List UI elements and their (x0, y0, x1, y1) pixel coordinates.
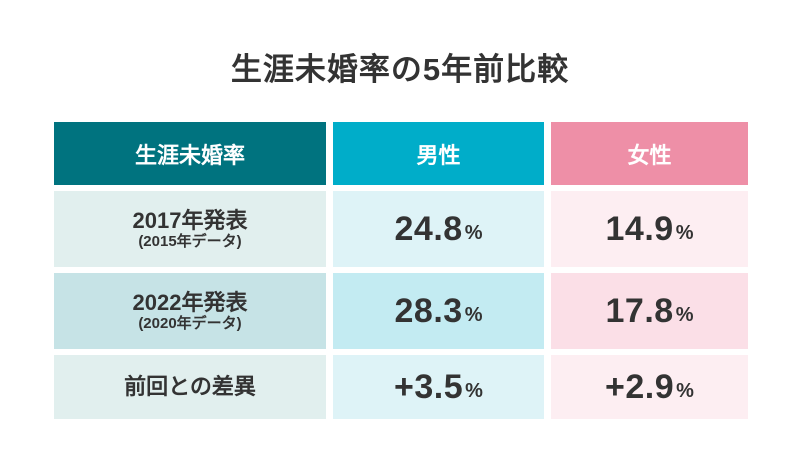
row-label-2017: 2017年発表 (2015年データ) (54, 191, 326, 267)
comparison-table: 生涯未婚率 男性 女性 2017年発表 (2015年データ) 24.8 % 14… (54, 122, 748, 419)
row-label-2022: 2022年発表 (2020年データ) (54, 273, 326, 349)
value-male-2022: 28.3 % (333, 273, 544, 349)
value-unit: % (676, 379, 694, 402)
row-label-main: 前回との差異 (124, 374, 256, 400)
value-unit: % (465, 379, 483, 402)
value-number: +2.9 (605, 367, 675, 406)
value-number: 17.8 (605, 291, 674, 330)
value-number: 28.3 (394, 291, 463, 330)
value-number: 24.8 (394, 209, 463, 248)
value-number: +3.5 (394, 367, 464, 406)
row-label-main: 2017年発表 (132, 207, 248, 233)
page-title: 生涯未婚率の5年前比較 (230, 52, 570, 87)
row-label-sub: (2015年データ) (138, 233, 242, 251)
row-label-difference: 前回との差異 (54, 355, 326, 419)
row-label-sub: (2020年データ) (138, 315, 242, 333)
row-label-main: 2022年発表 (132, 289, 248, 315)
value-female-difference: +2.9 % (551, 355, 748, 419)
value-male-2017: 24.8 % (333, 191, 544, 267)
table-header-female: 女性 (551, 122, 748, 185)
value-female-2017: 14.9 % (551, 191, 748, 267)
value-unit: % (464, 221, 483, 244)
value-unit: % (675, 221, 694, 244)
value-number: 14.9 (605, 209, 674, 248)
table-header-label: 生涯未婚率 (54, 122, 326, 185)
value-female-2022: 17.8 % (551, 273, 748, 349)
table-header-male: 男性 (333, 122, 544, 185)
value-unit: % (464, 303, 483, 326)
value-male-difference: +3.5 % (333, 355, 544, 419)
value-unit: % (675, 303, 694, 326)
